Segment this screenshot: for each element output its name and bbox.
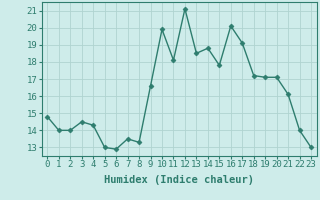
X-axis label: Humidex (Indice chaleur): Humidex (Indice chaleur)	[104, 175, 254, 185]
